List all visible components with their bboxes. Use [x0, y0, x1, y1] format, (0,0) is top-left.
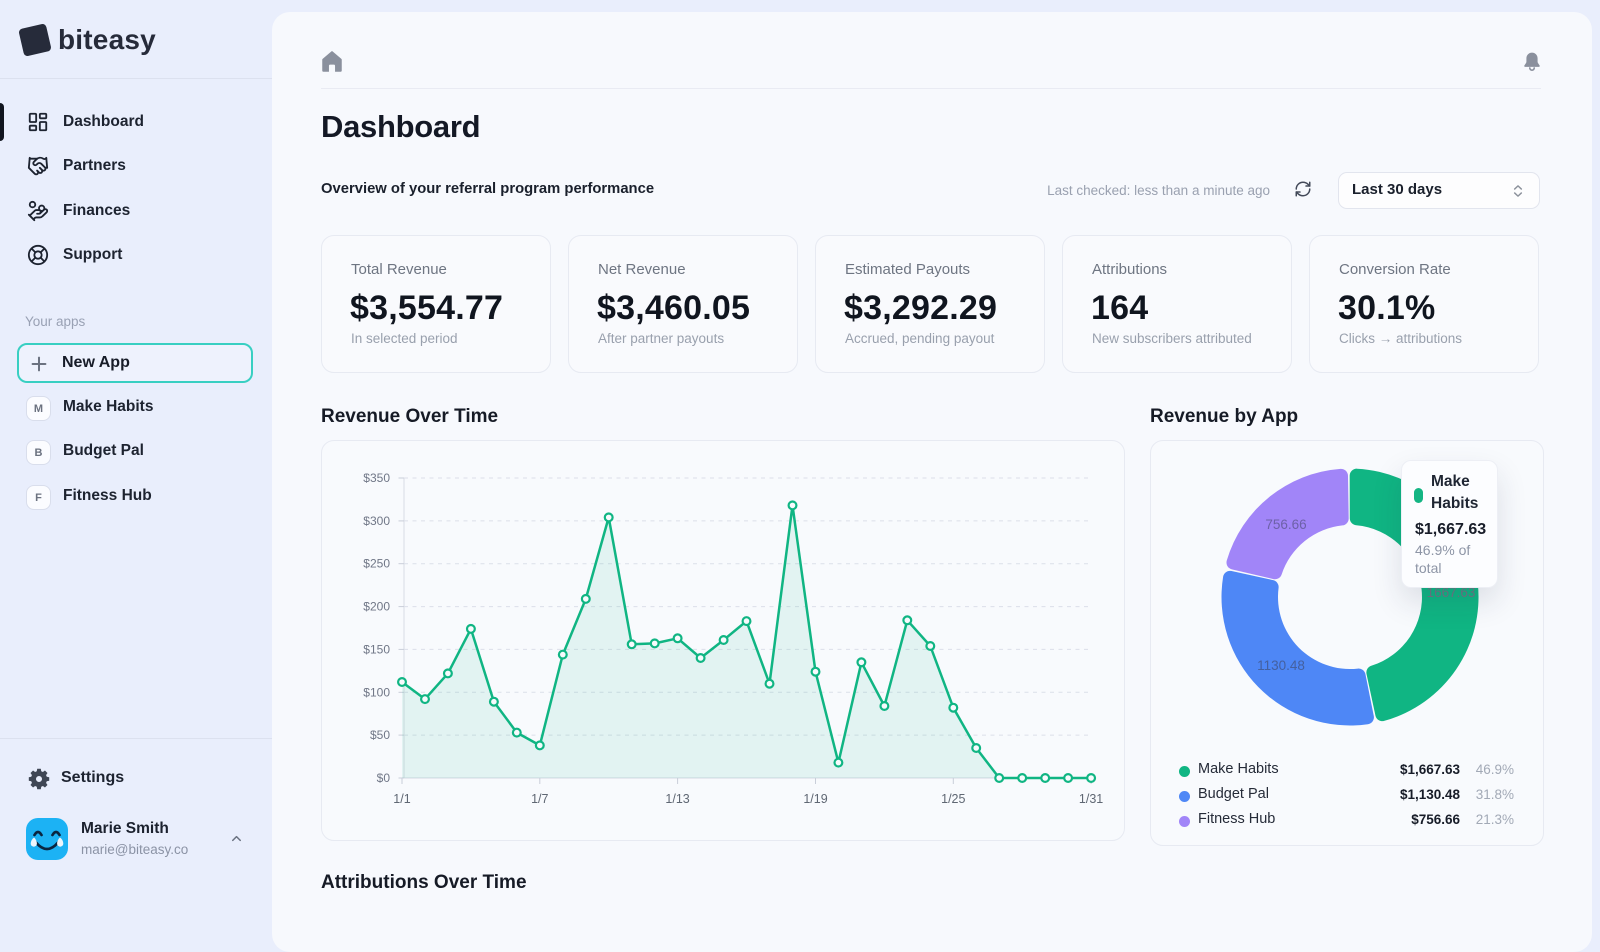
svg-text:1/1: 1/1: [393, 792, 410, 806]
svg-text:$0: $0: [377, 771, 391, 785]
svg-text:$350: $350: [363, 471, 390, 485]
svg-text:1667.63: 1667.63: [1427, 585, 1476, 600]
svg-text:1/19: 1/19: [803, 792, 827, 806]
svg-text:1/31: 1/31: [1079, 792, 1103, 806]
svg-text:$300: $300: [363, 514, 390, 528]
svg-text:1130.48: 1130.48: [1257, 658, 1305, 673]
svg-text:$250: $250: [363, 557, 390, 571]
svg-text:1/13: 1/13: [665, 792, 689, 806]
svg-text:$50: $50: [370, 728, 390, 742]
svg-text:$150: $150: [363, 642, 390, 656]
svg-text:1/25: 1/25: [941, 792, 965, 806]
svg-text:756.66: 756.66: [1265, 517, 1306, 532]
svg-text:$100: $100: [363, 685, 390, 699]
svg-text:$200: $200: [363, 600, 390, 614]
svg-text:1/7: 1/7: [531, 792, 548, 806]
